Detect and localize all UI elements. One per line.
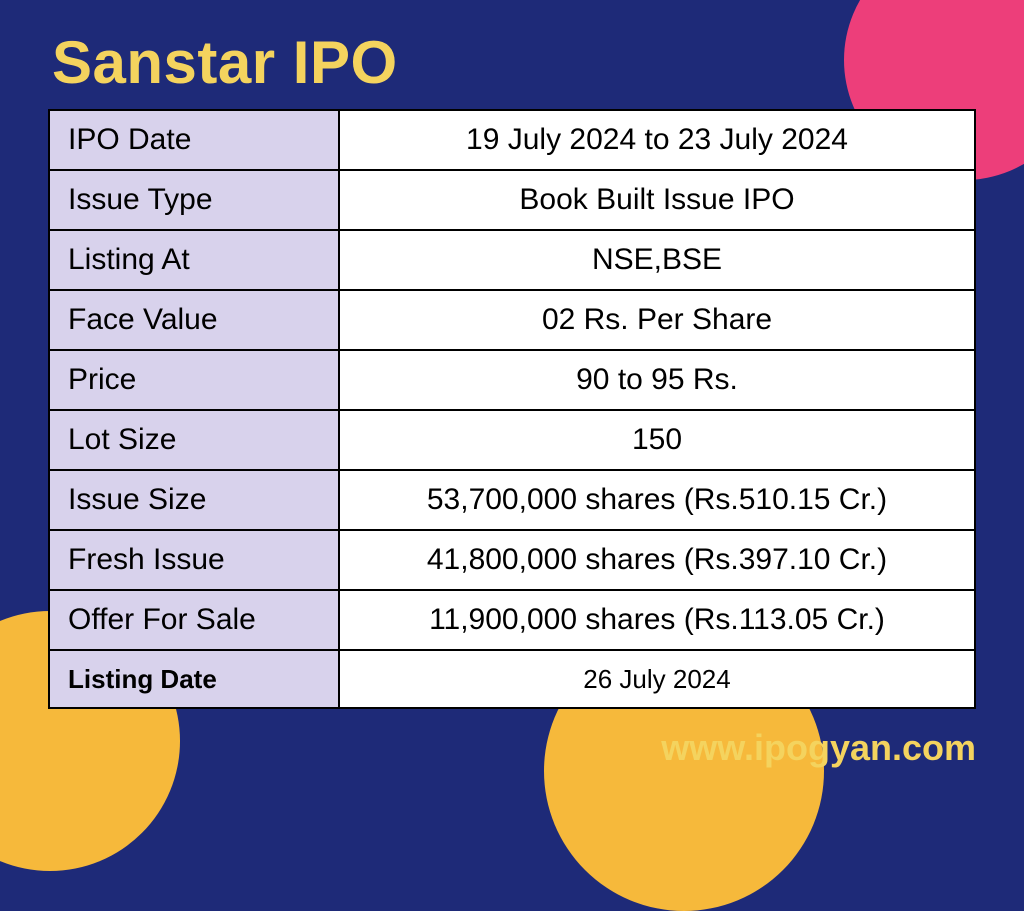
row-value: 11,900,000 shares (Rs.113.05 Cr.) [339,590,975,650]
row-value: 90 to 95 Rs. [339,350,975,410]
table-row: IPO Date 19 July 2024 to 23 July 2024 [49,110,975,170]
row-value: 150 [339,410,975,470]
row-value: NSE,BSE [339,230,975,290]
row-label: Lot Size [49,410,339,470]
row-label: IPO Date [49,110,339,170]
ipo-details-table: IPO Date 19 July 2024 to 23 July 2024 Is… [48,109,976,709]
row-value: 41,800,000 shares (Rs.397.10 Cr.) [339,530,975,590]
row-label: Fresh Issue [49,530,339,590]
row-label: Offer For Sale [49,590,339,650]
row-value: 02 Rs. Per Share [339,290,975,350]
row-label: Price [49,350,339,410]
row-label: Listing Date [49,650,339,708]
table-row: Price 90 to 95 Rs. [49,350,975,410]
table-row: Fresh Issue 41,800,000 shares (Rs.397.10… [49,530,975,590]
ipo-details-table-wrap: IPO Date 19 July 2024 to 23 July 2024 Is… [48,109,976,709]
table-row: Offer For Sale 11,900,000 shares (Rs.113… [49,590,975,650]
row-value: 19 July 2024 to 23 July 2024 [339,110,975,170]
table-row: Lot Size 150 [49,410,975,470]
row-label: Issue Size [49,470,339,530]
row-label: Issue Type [49,170,339,230]
row-value: 26 July 2024 [339,650,975,708]
table-row: Face Value 02 Rs. Per Share [49,290,975,350]
footer-url: www.ipogyan.com [661,727,976,769]
row-value: Book Built Issue IPO [339,170,975,230]
table-row: Issue Size 53,700,000 shares (Rs.510.15 … [49,470,975,530]
row-label: Face Value [49,290,339,350]
page-title: Sanstar IPO [0,0,1024,109]
table-row: Listing Date 26 July 2024 [49,650,975,708]
row-label: Listing At [49,230,339,290]
table-row: Issue Type Book Built Issue IPO [49,170,975,230]
row-value: 53,700,000 shares (Rs.510.15 Cr.) [339,470,975,530]
table-row: Listing At NSE,BSE [49,230,975,290]
